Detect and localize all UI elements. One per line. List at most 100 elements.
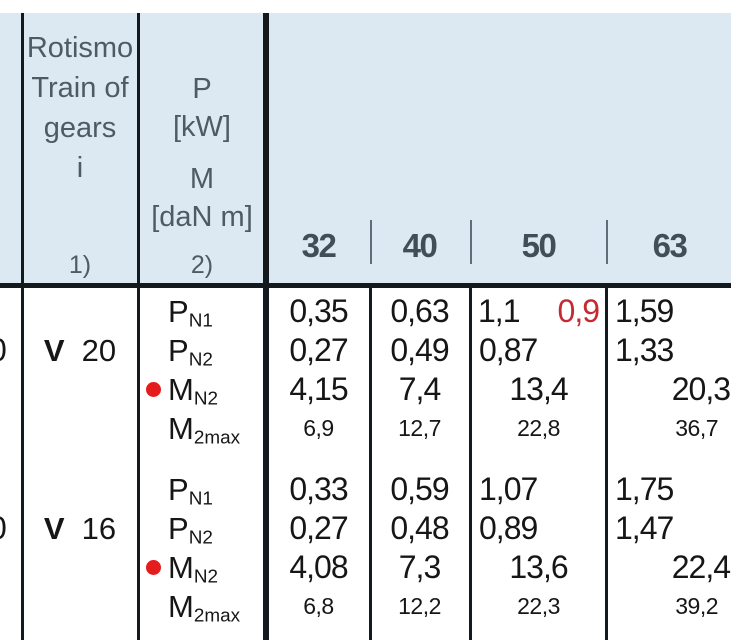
value-cell: 12,7 — [398, 415, 441, 441]
gear-train-cell: V 16 — [23, 509, 137, 548]
value-cell: 6,8 — [303, 593, 334, 619]
value-cell: 0,49 — [390, 332, 449, 368]
row-label: M2max — [168, 411, 241, 449]
value-cell: 1,47 — [615, 510, 674, 546]
value-cell: 20,3 — [671, 371, 731, 407]
gear-ratio: 20 — [81, 333, 117, 368]
value-cell: 1,1 0,9 — [472, 292, 605, 331]
vertical-gridline — [369, 288, 372, 640]
value-red: 0,9 — [557, 293, 600, 329]
torque-units-header: M [daN m] — [141, 160, 263, 236]
size-column-header: 32 — [301, 227, 337, 264]
value-cell: 1,07 — [479, 471, 538, 507]
vertical-gridline — [137, 13, 140, 640]
value-cell: 13,6 — [509, 549, 568, 585]
gear-train-cell: V 20 — [23, 331, 137, 370]
gear-ratio: 16 — [81, 511, 117, 546]
row-label: MN2 — [141, 370, 264, 410]
row-label: PN1 — [168, 472, 213, 510]
value-cell: 39,2 — [675, 593, 718, 619]
gear-train-header: Rotismo Train of gears i — [23, 28, 137, 188]
row-label-subscript: N2 — [193, 566, 218, 588]
value-cell: 22,4 — [671, 549, 731, 585]
header-column-divider — [370, 220, 372, 264]
power-symbol: P — [192, 73, 212, 105]
row-label-subscript: N2 — [193, 388, 218, 410]
footnote-marker: 1) — [68, 251, 92, 279]
header-column-divider — [606, 220, 608, 264]
value-column-40: 0,59 0,48 7,3 12,2 — [370, 470, 469, 626]
value-cell: 0,27 — [289, 332, 348, 368]
size-column-header: 50 — [521, 227, 557, 264]
row-label-subscript: N2 — [188, 527, 213, 549]
row-label-subscript: 2max — [193, 427, 241, 449]
power-units-header: P [kW] — [141, 70, 263, 146]
value-column-40: 0,63 0,49 7,4 12,7 — [370, 292, 469, 448]
value-cell: 7,4 — [398, 371, 441, 407]
value-cell: 1,75 — [615, 471, 674, 507]
value-column-50: 1,1 0,9 0,87 13,4 22,8 — [472, 292, 605, 448]
gear-header-line: Rotismo — [26, 32, 134, 64]
header-column-divider — [470, 220, 472, 264]
value-column-32: 0,33 0,27 4,08 6,8 — [267, 470, 370, 626]
value-cell: 0,89 — [479, 510, 538, 546]
vertical-gridline — [21, 13, 24, 640]
value-cell: 13,4 — [509, 371, 568, 407]
value-cell: 36,7 — [675, 415, 718, 441]
data-block-v20: 0 V 20 PN1 PN2 MN2 M2max 0,35 0,27 4,15 6… — [0, 292, 731, 450]
value-cell: 0,33 — [289, 471, 348, 507]
vertical-gridline — [605, 288, 608, 640]
value-cell: 6,9 — [303, 415, 334, 441]
value-cell: 1,33 — [615, 332, 674, 368]
value-column-63: 1,75 1,47 22,4 39,2 — [608, 470, 731, 626]
gear-header-line: i — [76, 152, 84, 184]
row-label: MN2 — [141, 548, 264, 588]
row-label-column: PN1 PN2 MN2 M2max — [141, 470, 264, 627]
clipped-speed-digit: 0 — [0, 331, 7, 370]
clipped-speed-digit: 0 — [0, 509, 7, 548]
value-cell: 7,3 — [398, 549, 441, 585]
row-label: PN1 — [168, 294, 213, 332]
value-cell: 4,08 — [289, 549, 348, 585]
value-cell: 22,8 — [517, 415, 560, 441]
row-label-column: PN1 PN2 MN2 M2max — [141, 292, 264, 449]
size-column-header: 63 — [652, 227, 688, 264]
horizontal-gridline — [0, 283, 731, 288]
row-label: PN2 — [168, 511, 213, 549]
row-label: PN2 — [168, 333, 213, 371]
red-dot-icon — [146, 560, 161, 575]
power-unit: [kW] — [173, 111, 231, 143]
value-black: 1,1 — [478, 293, 520, 329]
row-label-subscript: N2 — [188, 349, 213, 371]
vertical-gridline-thick — [263, 13, 269, 640]
value-cell: 0,63 — [390, 293, 449, 329]
value-cell: 22,3 — [517, 593, 560, 619]
footnote-marker: 2) — [190, 251, 214, 279]
value-cell: 0,48 — [390, 510, 449, 546]
table-header-band — [0, 13, 731, 283]
gear-header-line: gears — [43, 112, 117, 144]
gear-train-type: V — [43, 333, 65, 368]
value-column-63: 1,59 1,33 20,3 36,7 — [608, 292, 731, 448]
row-label-subscript: N1 — [188, 310, 213, 332]
value-cell: 1,59 — [615, 293, 674, 329]
gear-header-line: Train of — [31, 72, 129, 104]
value-cell: 0,87 — [479, 332, 538, 368]
vertical-gridline — [469, 288, 472, 640]
value-column-50: 1,07 0,89 13,6 22,3 — [472, 470, 605, 626]
row-label: M2max — [168, 589, 241, 627]
value-cell: 12,2 — [398, 593, 441, 619]
torque-unit: [daN m] — [151, 201, 253, 233]
torque-symbol: M — [189, 163, 215, 195]
row-label-subscript: N1 — [188, 488, 213, 510]
gear-train-type: V — [43, 511, 65, 546]
red-dot-icon — [146, 382, 161, 397]
value-cell: 0,27 — [289, 510, 348, 546]
value-column-32: 0,35 0,27 4,15 6,9 — [267, 292, 370, 448]
value-cell: 4,15 — [289, 371, 348, 407]
data-block-v16: 0 V 16 PN1 PN2 MN2 M2max 0,33 0,27 4,08 6… — [0, 470, 731, 628]
row-label-subscript: 2max — [193, 605, 241, 627]
value-cell: 0,35 — [289, 293, 348, 329]
size-column-header: 40 — [402, 227, 438, 264]
